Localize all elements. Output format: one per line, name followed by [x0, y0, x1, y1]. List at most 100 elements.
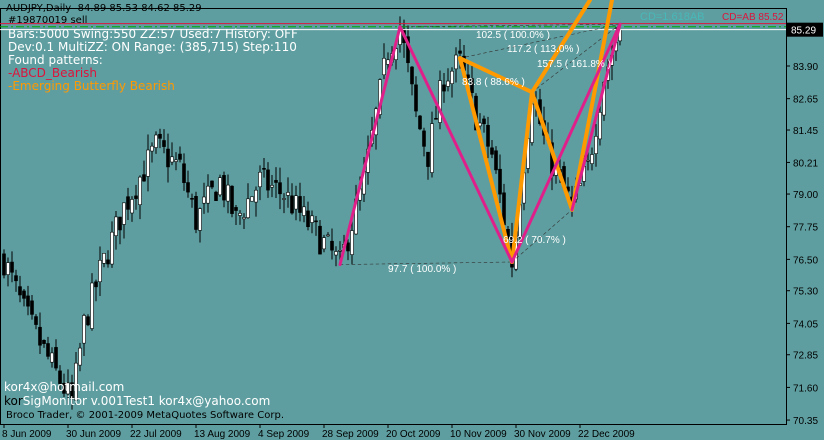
- candle-bull: [110, 231, 114, 265]
- candle-bear: [482, 118, 486, 125]
- candle-bear: [194, 196, 198, 230]
- candle-bull: [386, 59, 390, 65]
- candle-bull: [326, 234, 330, 237]
- abcd-leg-ab: [338, 25, 402, 267]
- butterfly-helper-line: [511, 209, 573, 263]
- candle-bear: [306, 210, 310, 228]
- candle-bull: [114, 216, 118, 236]
- candle-bear: [278, 182, 282, 195]
- candle-bull: [242, 217, 246, 220]
- candle-bull: [250, 196, 254, 202]
- candle-bear: [126, 196, 130, 210]
- candle-bull: [170, 156, 174, 163]
- cd-label-shadow: CD=1.618AB: [640, 11, 705, 23]
- candle-bull: [598, 112, 602, 140]
- candle-bear: [266, 169, 270, 191]
- candle-bear: [10, 261, 14, 273]
- candle-bear: [106, 259, 110, 265]
- candle-bull: [450, 70, 454, 84]
- candle-bear: [442, 84, 446, 92]
- candle-bear: [470, 78, 474, 93]
- candle-bear: [298, 196, 302, 213]
- y-tick-label: 82.65: [793, 95, 818, 106]
- y-tick-label: 71.60: [793, 383, 818, 394]
- candle-bear: [34, 316, 38, 325]
- candle-bull: [454, 54, 458, 70]
- candle-bear: [426, 151, 430, 167]
- candle-bull: [206, 185, 210, 204]
- candle-bear: [494, 150, 498, 171]
- overlay-text-2: kor4x@hotmail.com: [4, 380, 125, 394]
- candle-bear: [166, 148, 170, 168]
- candle-bull: [174, 159, 178, 162]
- overlay-text-1: SigMonitor v.001Test1 kor4x@yahoo.com: [22, 394, 271, 408]
- y-tick-label: 77.75: [793, 223, 818, 234]
- candle-bull: [430, 123, 434, 173]
- candle-bear: [134, 195, 138, 199]
- candle-bear: [186, 182, 190, 193]
- butterfly-leg-cd: [570, 0, 614, 212]
- x-tick-label: 8 Jun 2009: [2, 429, 52, 440]
- y-tick-label: 75.30: [793, 287, 818, 298]
- butterfly-leg-xb: [458, 56, 534, 95]
- candle-bear: [26, 295, 30, 307]
- candle-bull: [66, 382, 70, 395]
- candle-bull: [90, 282, 94, 329]
- y-tick-label: 76.50: [793, 255, 818, 266]
- candle-bull: [382, 57, 386, 76]
- cd-ab-label: CD=AB 85.52: [722, 12, 784, 23]
- candle-bear: [18, 286, 22, 296]
- y-tick-label: 80.21: [793, 158, 818, 169]
- candle-bear: [2, 253, 6, 276]
- copyright: Broco Trader, © 2001-2009 MetaQuotes Sof…: [6, 410, 284, 421]
- candle-bull: [338, 250, 342, 252]
- candle-bull: [438, 80, 442, 123]
- candle-bull: [310, 215, 314, 223]
- candle-bull: [50, 352, 54, 363]
- order-label: #19870019 sell: [8, 15, 88, 26]
- candle-bear: [182, 163, 186, 183]
- indicator-settings-2: Dev:0.1 MultiZZ: ON Range: (385,715) Ste…: [8, 40, 297, 54]
- candle-bear: [434, 118, 438, 120]
- candle-bull: [322, 237, 326, 250]
- candle-bull: [74, 362, 78, 401]
- y-tick-label: 81.45: [793, 126, 818, 137]
- candle-bear: [410, 66, 414, 85]
- candle-bear: [214, 191, 218, 201]
- candle-bull: [130, 199, 134, 214]
- candle-bear: [486, 124, 490, 147]
- abcd-leg-bc: [398, 25, 514, 264]
- candle-bear: [118, 216, 122, 231]
- overlay-line: korSigMonitor v.001Test1 kor4x@yahoo.com: [4, 395, 270, 408]
- ratio-label: 69.2 ( 70.7% ): [503, 235, 566, 246]
- candle-bear: [94, 281, 98, 288]
- candle-bull: [254, 189, 258, 203]
- candle-bear: [274, 180, 278, 183]
- candle-bear: [234, 207, 238, 211]
- candle-bull: [270, 185, 274, 188]
- candle-bull: [302, 206, 306, 216]
- indicator-info: Bars:5000 Swing:550 ZZ:57 Used:7 History…: [8, 28, 298, 93]
- ratio-label: 117.2 ( 113.0% ): [507, 44, 579, 55]
- x-tick-label: 22 Jul 2009: [130, 429, 182, 440]
- candle-bull: [146, 149, 150, 177]
- candle-bear: [162, 140, 166, 147]
- abcd-helper-line: [339, 261, 513, 265]
- candle-bull: [590, 154, 594, 164]
- candle-bear: [70, 382, 74, 400]
- x-tick-label: 30 Nov 2009: [514, 429, 571, 440]
- candle-bear: [210, 180, 214, 188]
- candle-bull: [282, 198, 286, 200]
- candle-bull: [218, 177, 222, 196]
- candle-bull: [294, 195, 298, 210]
- symbol-label: AUDJPY,Daily: [6, 3, 72, 14]
- candle-bull: [154, 134, 158, 148]
- candle-bull: [594, 136, 598, 154]
- candle-bear: [422, 130, 426, 147]
- candle-bear: [86, 316, 90, 326]
- y-tick-label: 72.85: [793, 351, 818, 362]
- x-tick-label: 28 Sep 2009: [322, 429, 379, 440]
- candle-bull: [350, 230, 354, 255]
- candle-bear: [346, 242, 350, 252]
